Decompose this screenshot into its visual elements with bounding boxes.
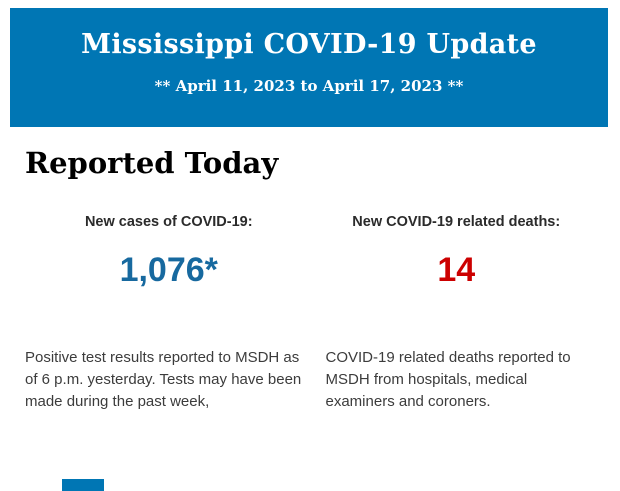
cases-label: New cases of COVID-19: [84, 214, 253, 230]
date-range: ** April 11, 2023 to April 17, 2023 ** [154, 77, 464, 96]
next-section-banner-partial [62, 479, 104, 491]
deaths-label: New COVID-19 related deaths: [352, 214, 561, 230]
cases-value: 1,076* [119, 251, 218, 289]
page: Mississippi COVID-19 Update ** April 11,… [0, 8, 620, 491]
cases-description: Positive test results reported to MSDH a… [25, 349, 302, 410]
header-banner: Mississippi COVID-19 Update ** April 11,… [10, 8, 608, 127]
stat-cases: New cases of COVID-19: 1,076* [25, 212, 313, 290]
stats-row: New cases of COVID-19: 1,076* New COVID-… [25, 212, 600, 290]
cases-description-col: Positive test results reported to MSDH a… [25, 347, 313, 413]
stat-deaths: New COVID-19 related deaths: 14 [313, 212, 601, 290]
section-heading: Reported Today [25, 146, 279, 180]
deaths-description: COVID-19 related deaths reported to MSDH… [325, 349, 571, 410]
deaths-description-col: COVID-19 related deaths reported to MSDH… [313, 347, 601, 413]
main-content: Reported Today New cases of COVID-19: 1,… [0, 145, 620, 413]
page-title: Mississippi COVID-19 Update [81, 29, 537, 60]
descriptions-row: Positive test results reported to MSDH a… [25, 347, 600, 413]
deaths-value: 14 [437, 251, 476, 289]
